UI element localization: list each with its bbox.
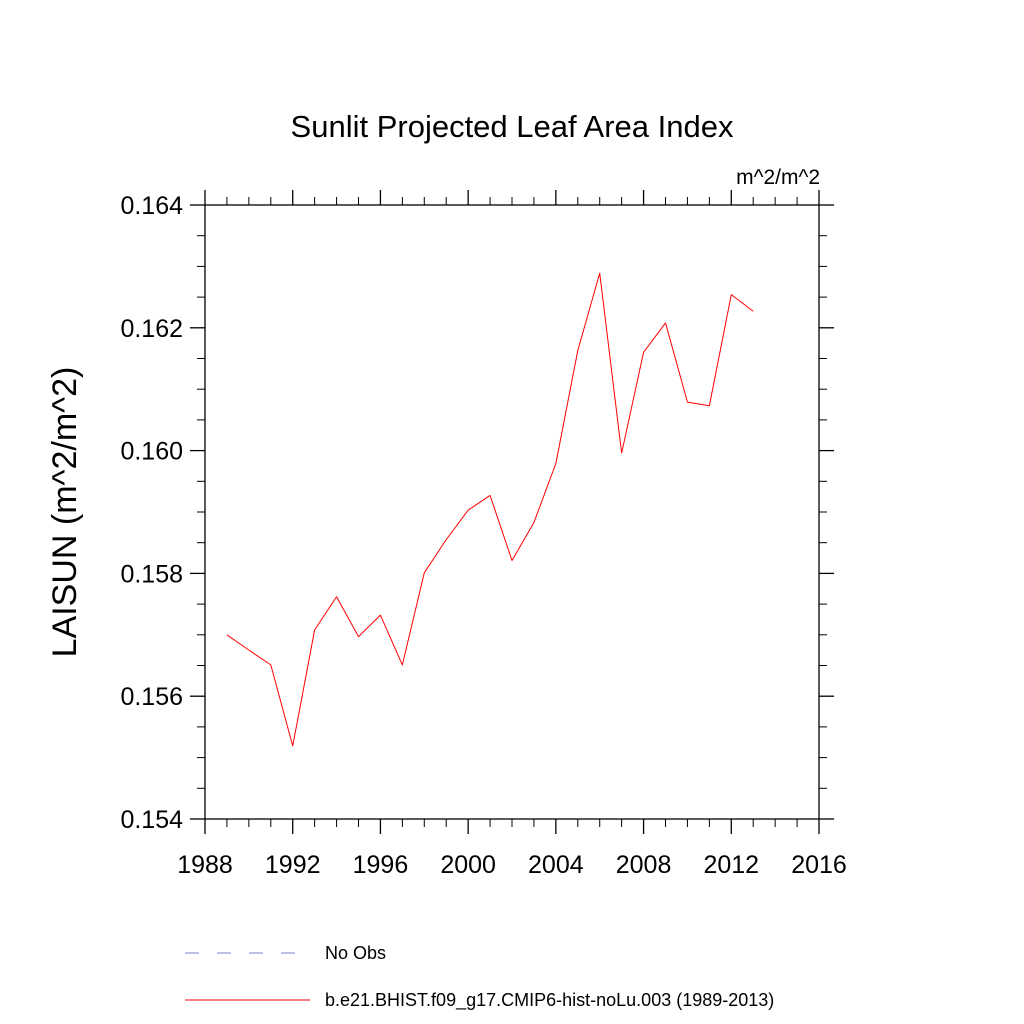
chart-title: Sunlit Projected Leaf Area Index [291,109,734,144]
y-tick-label: 0.158 [120,560,183,588]
series-line [226,272,754,747]
x-tick-label: 1988 [177,851,233,879]
series-layer [226,272,754,747]
legend-label-model: b.e21.BHIST.f09_g17.CMIP6-hist-noLu.003 … [325,990,774,1011]
y-tick-label: 0.164 [120,192,183,220]
axis-ticks [190,190,834,834]
legend: No Obs b.e21.BHIST.f09_g17.CMIP6-hist-no… [185,943,774,1011]
y-axis-label: LAISUN (m^2/m^2) [46,367,84,658]
tick-labels: 1988 1992 1996 2000 2004 2008 2012 2016 0.154 0.1… [120,192,846,879]
y-tick-label: 0.162 [120,315,183,343]
legend-label-no-obs: No Obs [325,943,386,963]
y-tick-label: 0.156 [120,683,183,711]
x-tick-label: 1996 [353,851,409,879]
x-tick-label: 2008 [616,851,672,879]
y-tick-label: 0.160 [120,438,183,466]
x-tick-label: 2016 [791,851,847,879]
x-tick-label: 2000 [440,851,496,879]
plot-frame [204,204,820,820]
x-tick-label: 2004 [528,851,584,879]
units-label: m^2/m^2 [736,166,820,189]
y-tick-label: 0.154 [120,806,183,834]
x-tick-label: 1992 [265,851,321,879]
x-tick-label: 2012 [703,851,759,879]
